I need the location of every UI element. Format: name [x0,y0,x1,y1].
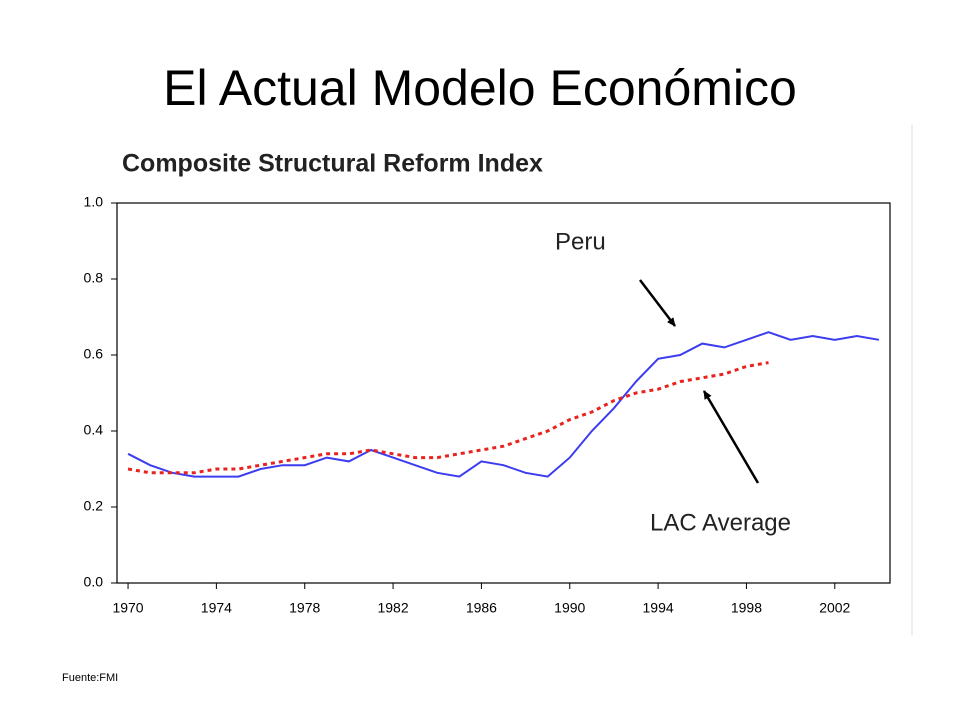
y-tick-label: 0.0 [84,574,104,590]
x-tick-label: 2002 [819,600,850,616]
y-tick-label: 1.0 [84,194,104,210]
x-tick-label: 1970 [112,600,143,616]
x-tick-label: 1986 [466,600,497,616]
y-tick-label: 0.6 [84,346,104,362]
x-tick-label: 1974 [201,600,232,616]
y-tick-label: 0.4 [84,422,104,438]
slide-title: El Actual Modelo Económico [163,60,797,116]
plot-frame [116,202,891,584]
arrow-peru [639,279,676,327]
chart-title: Composite Structural Reform Index [122,150,543,178]
y-tick-label: 0.8 [84,270,104,286]
x-tick-label: 1982 [377,600,408,616]
arrow-lac [702,390,760,484]
source: Fuente:FMI [62,672,118,684]
annotation: LAC Average [650,509,791,536]
x-tick-label: 1990 [554,600,585,616]
x-tick-label: 1998 [731,600,762,616]
series-line [127,331,880,478]
series-line [127,361,769,475]
x-tick-label: 1978 [289,600,320,616]
y-tick-label: 0.2 [84,498,104,514]
x-tick-label: 1994 [643,600,674,616]
annotation: Peru [555,228,606,255]
